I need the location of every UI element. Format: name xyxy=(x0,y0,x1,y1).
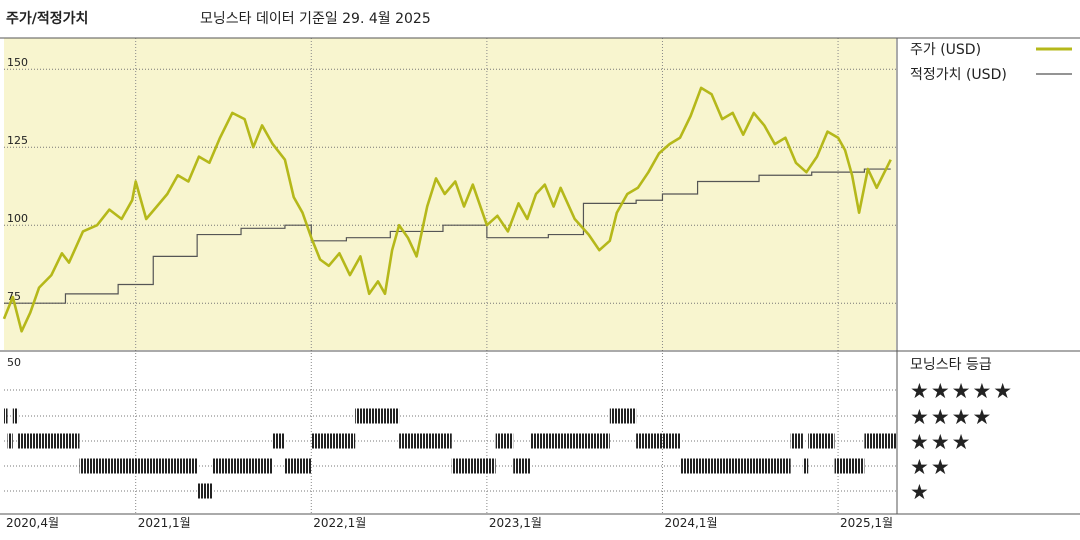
price-line xyxy=(2,86,892,333)
rating-panel-title: 모닝스타 등급 xyxy=(910,357,992,373)
x-tick-label: 2024,1월 xyxy=(664,516,717,530)
rating-bar-3-star xyxy=(864,433,896,449)
rating-bar-2-star xyxy=(834,458,865,474)
star-rating-4-label: ★★★★ xyxy=(910,405,993,429)
rating-bar-4-star xyxy=(4,408,8,424)
rating-axis-label: 50 xyxy=(7,356,21,369)
rating-bar-3-star xyxy=(636,433,681,449)
star-rating-2-label: ★★ xyxy=(910,455,952,479)
chart-subtitle: 모닝스타 데이터 기준일 29. 4월 2025 xyxy=(200,11,431,27)
rating-bar-4-star xyxy=(609,408,637,424)
x-tick-label: 2021,1월 xyxy=(138,516,191,530)
rating-bar-3-star xyxy=(399,433,452,449)
rating-bar-3-star xyxy=(272,433,285,449)
x-tick-label: 2025,1월 xyxy=(840,516,893,530)
rating-bar-3-star xyxy=(311,433,356,449)
x-tick-label: 2020,4월 xyxy=(6,516,59,530)
rating-bar-2-star xyxy=(680,458,791,474)
rating-bar-4-star xyxy=(355,408,400,424)
y-tick-label-150: 150 xyxy=(7,56,28,69)
rating-bar-2-star xyxy=(513,458,531,474)
rating-bar-2-star xyxy=(79,458,198,474)
star-rating-3-label: ★★★ xyxy=(910,430,972,454)
rating-bar-3-star xyxy=(7,433,13,449)
rating-bar-3-star xyxy=(18,433,80,449)
rating-bar-4-star xyxy=(12,408,19,424)
star-rating-1-label: ★ xyxy=(910,480,931,504)
star-rating-5-label: ★★★★★ xyxy=(910,379,1014,403)
rating-bar-2-star xyxy=(802,458,809,474)
rating-bar-2-star xyxy=(451,458,496,474)
rating-bar-3-star xyxy=(530,433,610,449)
rating-bar-3-star xyxy=(808,433,835,449)
chart-title: 주가/적정가치 xyxy=(6,11,89,27)
legend-price-label: 주가 (USD) xyxy=(910,42,981,58)
x-tick-label: 2022,1월 xyxy=(313,516,366,530)
rating-bar-3-star xyxy=(495,433,514,449)
rating-bar-3-star xyxy=(790,433,803,449)
y-tick-label-100: 100 xyxy=(7,212,28,225)
fair-value-line xyxy=(4,168,891,304)
rating-bar-1-star xyxy=(197,483,213,499)
legend-fair-value-label: 적정가치 (USD) xyxy=(910,67,1007,83)
rating-bar-2-star xyxy=(284,458,312,474)
rating-area xyxy=(4,352,896,514)
plot-area xyxy=(4,38,896,350)
x-tick-label: 2023,1월 xyxy=(489,516,542,530)
y-tick-label-125: 125 xyxy=(7,134,28,147)
rating-bar-2-star xyxy=(212,458,273,474)
